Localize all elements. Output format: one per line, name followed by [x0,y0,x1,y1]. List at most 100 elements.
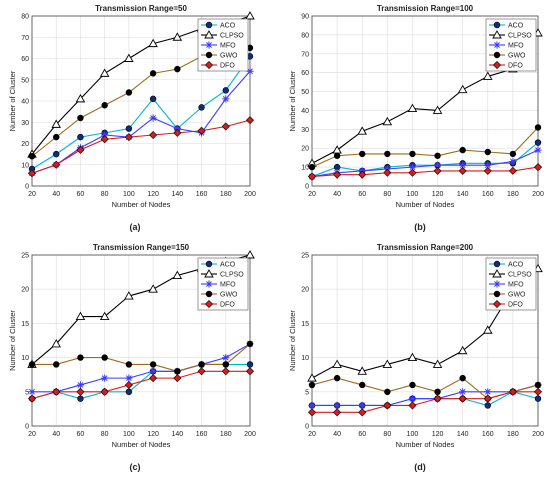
y-tick-label: 40 [21,99,29,106]
x-tick-label: 20 [28,431,36,438]
series-clpso [307,28,543,167]
data-point-clpso [483,325,493,334]
data-point-dfo [221,367,230,376]
x-tick-label: 180 [220,431,232,438]
data-point-mfo [308,401,316,410]
data-point-clpso [357,126,367,135]
y-tick-label: 20 [301,146,309,153]
y-tick-label: 60 [21,56,29,63]
legend-marker [493,280,501,288]
data-point-gwo [409,150,416,158]
data-point-mfo [484,388,492,396]
x-tick-label: 140 [457,191,469,198]
data-point-gwo [198,361,205,368]
legend-label: GWO [220,292,238,299]
data-point-clpso [382,116,393,126]
data-point-dfo [383,401,392,410]
data-point-gwo [125,89,133,96]
data-point-gwo [174,65,181,73]
legend-marker [204,269,214,278]
data-point-mfo [408,163,417,171]
y-tick-label: 25 [301,253,309,260]
data-point-gwo [459,374,466,382]
data-point-mfo [534,146,542,154]
data-point-dfo [307,408,317,417]
y-tick-label: 25 [21,253,29,260]
data-point-dfo [483,166,492,175]
data-point-dfo [76,387,85,396]
data-point-mfo [149,114,157,122]
legend-marker [493,290,501,298]
data-point-gwo [77,354,84,361]
y-tick-label: 50 [21,77,29,84]
data-point-dfo [358,170,367,179]
legend-marker [492,299,502,309]
y-tick-label: 30 [301,127,309,134]
legend-label: CLPSO [508,272,532,279]
data-point-clpso [483,71,493,80]
series-line-mfo [32,343,251,393]
x-tick-label: 120 [147,431,159,438]
legend-marker [204,299,214,309]
plot-frame [31,15,251,187]
data-point-mfo [358,401,366,410]
legend-label: ACO [220,23,236,30]
series-line-dfo [31,370,250,400]
series-dfo [27,116,255,178]
data-point-dfo [245,116,255,125]
data-point-gwo [384,388,391,395]
panel-caption: (b) [414,222,426,232]
x-tick-label: 100 [407,431,419,438]
data-point-mfo [173,125,181,133]
y-tick-label: 15 [301,321,309,328]
data-point-dfo [408,401,417,410]
x-tick-label: 60 [358,191,366,198]
legend-item-mfo: MFO [201,280,236,289]
data-point-clpso [432,359,443,368]
legend-marker [204,30,214,39]
chart-panel-2: 20 40 60 80 100 120 140 160 180 200 0 10 20 30 40 50 60 7… [288,4,544,232]
y-tick-label: 80 [21,14,29,21]
panel-caption: (a) [130,222,141,232]
series-line-gwo [32,343,251,372]
data-point-dfo [307,172,317,181]
x-tick-label: 160 [196,431,208,438]
data-point-mfo [101,374,109,382]
data-point-clpso [99,311,110,321]
data-point-aco [198,104,205,111]
data-point-mfo [149,367,157,375]
data-point-aco [53,150,60,158]
data-point-clpso [407,103,418,113]
data-point-gwo [53,361,60,368]
y-tick-label: 0 [305,424,309,431]
data-point-clpso [99,68,110,77]
series-line-dfo [31,119,251,174]
data-point-aco [125,388,133,395]
series-line-gwo [311,127,539,168]
series-line-mfo [311,149,539,178]
data-point-clpso [172,270,183,279]
x-tick-label: 40 [52,191,60,198]
chart-title: Transmission Range=100 [377,4,474,13]
data-point-aco [222,87,229,94]
data-point-dfo [52,387,61,396]
data-point-clpso [245,250,255,259]
legend-item-dfo: DFO [201,60,235,70]
legend-marker [205,280,213,288]
x-tick-label: 200 [244,191,256,198]
legend-label: DFO [220,302,235,309]
legend-label: DFO [508,63,523,70]
data-point-dfo [408,168,417,177]
x-tick-label: 20 [308,191,316,198]
chart-panel-1: 20 40 60 80 100 120 140 160 180 200 0 10 20 30 40 50 60 7… [8,4,256,232]
legend-item-gwo: GWO [201,51,238,60]
legend-label: ACO [508,23,524,30]
chart-title: Transmission Range=150 [93,243,190,252]
data-point-clpso [75,93,86,103]
y-tick-label: 30 [21,120,29,127]
x-tick-label: 120 [432,431,444,438]
x-tick-label: 140 [171,191,183,198]
panel-caption: (c) [130,462,141,472]
data-point-clpso [382,359,393,368]
